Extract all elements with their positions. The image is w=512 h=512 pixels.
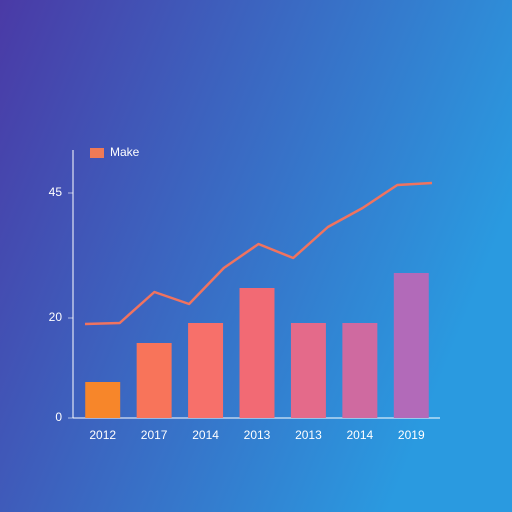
- bar: [136, 343, 172, 418]
- bar: [188, 323, 224, 418]
- legend-label: Make: [110, 145, 140, 159]
- x-tick-label: 2019: [398, 428, 425, 442]
- bar: [290, 323, 326, 418]
- bar: [393, 273, 429, 418]
- x-tick-label: 2017: [141, 428, 168, 442]
- x-tick-label: 2013: [244, 428, 271, 442]
- bar: [85, 382, 121, 418]
- y-tick-label: 45: [49, 185, 63, 199]
- bar: [342, 323, 378, 418]
- y-tick-label: 20: [49, 310, 63, 324]
- x-tick-label: 2014: [192, 428, 219, 442]
- trend-line: [84, 181, 433, 326]
- bar: [239, 288, 275, 418]
- x-tick-label: 2014: [347, 428, 374, 442]
- x-tick-label: 2013: [295, 428, 322, 442]
- legend-swatch: [90, 148, 104, 158]
- x-tick-label: 2012: [89, 428, 116, 442]
- y-tick-label: 0: [55, 410, 62, 424]
